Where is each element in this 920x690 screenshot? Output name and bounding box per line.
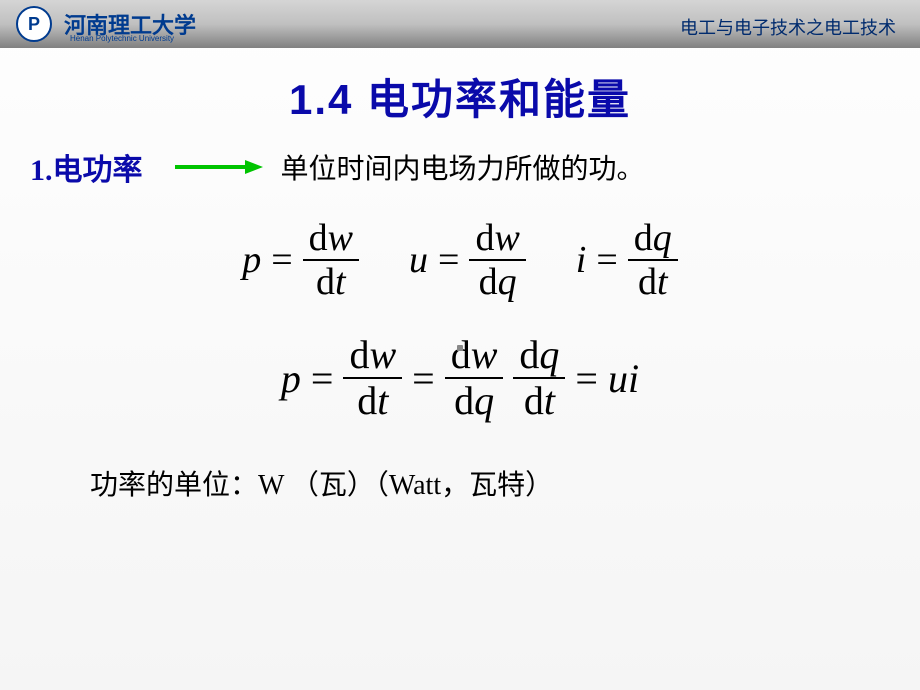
eq-lhs: p [242,238,261,282]
unit-text: 功率的单位：W （瓦）（Watt，瓦特） [90,463,890,503]
section-definition: 单位时间内电场力所做的功。 [281,147,645,187]
equals-sign: = [438,238,459,282]
slide-title: 1.4 电功率和能量 [30,66,890,127]
fraction: dw dt [343,333,402,423]
slide-content: 1.4 电功率和能量 1.电功率 单位时间内电场力所做的功。 p = dw dt… [0,48,920,503]
arrow-icon [173,157,263,177]
section-row: 1.电功率 单位时间内电场力所做的功。 [30,145,890,189]
equals-sign: = [575,355,598,402]
eq-lhs: p [281,355,301,402]
university-logo: P [16,6,52,42]
course-name: 电工与电子技术之电工技术 [680,14,896,40]
fraction: dw dq [469,217,525,303]
university-subtitle: Henan Polytechnic University [70,34,174,43]
equals-sign: = [412,355,435,402]
equation-p-dwdt: p = dw dt [242,217,359,303]
fraction: dq dt [628,217,678,303]
page-indicator-icon [457,345,463,351]
equation-row-1: p = dw dt u = dw dq i = dq dt [30,217,890,303]
fraction: dq dt [513,333,565,423]
eq-rhs: ui [608,355,639,402]
equals-sign: = [271,238,292,282]
eq-lhs: i [576,238,587,282]
section-heading: 1.电功率 [30,145,143,189]
equals-sign: = [311,355,334,402]
equation-u-dwdq: u = dw dq [409,217,526,303]
equation-i-dqdt: i = dq dt [576,217,678,303]
logo-letter: P [28,14,40,35]
equals-sign: = [596,238,617,282]
eq-lhs: u [409,238,428,282]
slide-header: P 河南理工大学 Henan Polytechnic University 电工… [0,0,920,48]
fraction: dw dt [303,217,359,303]
fraction: dw dq [445,333,504,423]
